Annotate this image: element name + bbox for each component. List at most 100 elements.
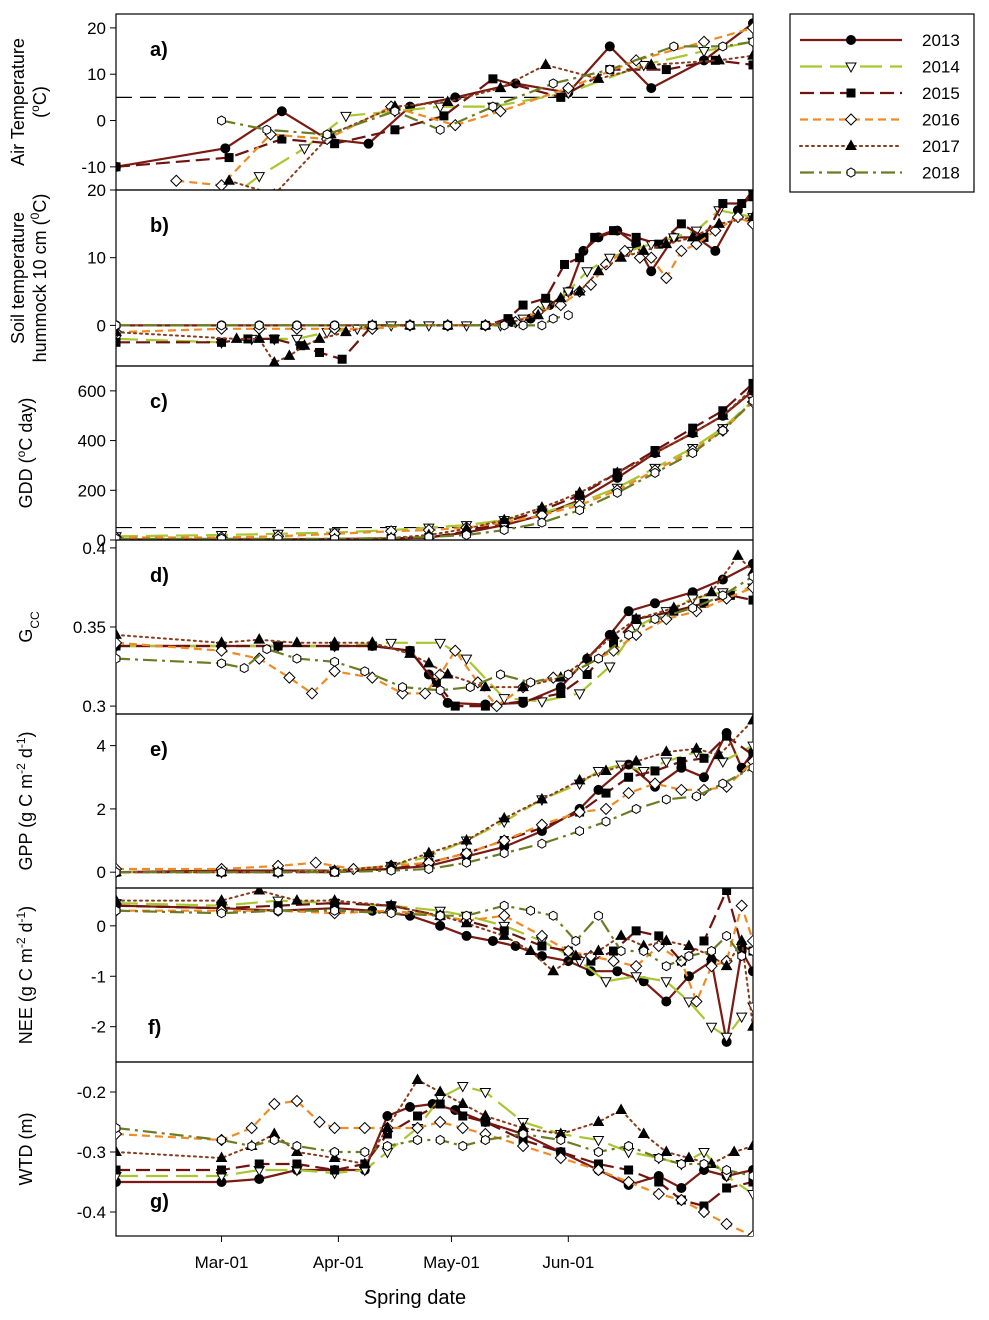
data-point-b-2015 xyxy=(518,300,528,310)
data-point-f-2017 xyxy=(569,949,582,961)
data-point-e-2018 xyxy=(116,867,121,878)
data-point-a-2018 xyxy=(669,41,679,52)
data-point-d-2018 xyxy=(239,663,249,674)
panel-d-series-group xyxy=(116,549,753,713)
data-point-b-2015 xyxy=(699,232,709,242)
legend-marker-2015 xyxy=(846,88,856,98)
panel-f-series-group xyxy=(116,888,753,1047)
data-point-g-2015 xyxy=(748,1177,753,1187)
series-line-d-2015 xyxy=(116,594,753,708)
data-point-e-2016 xyxy=(535,818,549,831)
data-point-d-2017 xyxy=(667,601,680,613)
data-point-e-2017 xyxy=(600,764,612,775)
data-point-d-2017 xyxy=(253,633,266,644)
data-point-d-2017 xyxy=(705,585,718,597)
data-point-d-2015 xyxy=(480,701,490,711)
series-line-c-2015 xyxy=(116,382,753,540)
data-point-f-2016 xyxy=(690,995,703,1008)
panel-c-y-axis-label: GDD (oC day) xyxy=(14,398,36,509)
data-point-d-2016 xyxy=(396,687,409,700)
data-point-b-2017 xyxy=(505,315,518,326)
data-point-c-2017 xyxy=(536,501,548,512)
data-point-e-2015 xyxy=(699,753,709,763)
data-point-a-2017 xyxy=(747,49,753,60)
data-point-d-2018 xyxy=(496,669,505,680)
data-point-g-2017 xyxy=(479,1109,492,1120)
data-point-a-2017 xyxy=(592,72,605,83)
data-point-e-2017 xyxy=(690,742,703,753)
data-point-f-2017 xyxy=(683,939,695,950)
data-point-c-2018 xyxy=(499,525,509,536)
data-point-f-2013 xyxy=(435,920,446,931)
data-point-b-2018 xyxy=(481,320,490,331)
data-point-e-2018 xyxy=(575,826,584,837)
data-point-c-2018 xyxy=(688,447,698,459)
data-point-a-2013 xyxy=(363,138,374,149)
data-point-d-2017 xyxy=(607,628,620,639)
panel-d-ytick-label: 0.4 xyxy=(82,539,106,558)
series-line-f-2013 xyxy=(116,904,753,1043)
series-line-f-2016 xyxy=(116,901,753,1005)
data-point-b-2018 xyxy=(548,313,558,324)
panel-e: 0 2 4 e) GPP (g C m-2 d-1) xyxy=(14,713,754,889)
panel-f: -2 -1 0 f) NEE (g C m-2 d-1) xyxy=(14,887,754,1063)
panel-b-label: b) xyxy=(150,215,169,237)
data-point-f-2013 xyxy=(536,951,547,962)
data-point-b-2017 xyxy=(660,237,673,249)
data-point-g-2016 xyxy=(675,1193,688,1207)
data-point-e-2018 xyxy=(330,867,339,878)
data-point-g-2017 xyxy=(456,1097,469,1108)
data-point-b-2014 xyxy=(603,253,616,265)
data-point-g-2017 xyxy=(615,1103,627,1114)
panel-a-ytick-label: 20 xyxy=(87,19,106,38)
series-line-c-2014 xyxy=(116,399,753,538)
series-line-e-2014 xyxy=(116,744,753,874)
data-point-g-2018 xyxy=(383,1140,392,1152)
data-point-a-2018 xyxy=(605,64,615,75)
data-point-b-2017 xyxy=(253,332,266,343)
data-point-b-2017 xyxy=(313,332,326,343)
data-point-d-2014 xyxy=(603,662,616,674)
series-line-a-2016 xyxy=(176,26,753,187)
data-point-b-2014 xyxy=(667,233,680,244)
legend-entry-2013: 2013 xyxy=(800,31,960,50)
legend-box xyxy=(789,13,975,193)
data-point-a-2018 xyxy=(488,101,498,112)
data-point-a-2014 xyxy=(253,172,266,183)
data-point-a-2017 xyxy=(645,58,658,69)
data-point-d-2018 xyxy=(435,685,445,696)
data-point-e-2016 xyxy=(648,777,662,790)
data-point-g-2018 xyxy=(330,1146,339,1158)
data-point-b-2015 xyxy=(575,253,585,263)
panel-g-label: g) xyxy=(150,1191,169,1213)
data-point-b-2015 xyxy=(609,226,619,236)
data-point-d-2013 xyxy=(623,606,634,617)
data-point-d-2013 xyxy=(748,558,753,569)
data-point-c-2018 xyxy=(386,532,396,540)
data-point-g-2014 xyxy=(698,1148,710,1159)
data-point-g-2016 xyxy=(554,1151,567,1165)
data-point-g-2016 xyxy=(411,1121,424,1135)
data-point-g-2014 xyxy=(747,1190,753,1201)
data-point-d-2016 xyxy=(328,665,341,678)
data-point-b-2015 xyxy=(748,192,753,202)
data-point-e-2016 xyxy=(573,805,586,819)
data-point-d-2018 xyxy=(748,571,753,582)
data-point-g-2018 xyxy=(413,1134,422,1146)
data-point-f-2018 xyxy=(748,945,753,957)
data-point-g-2016 xyxy=(290,1094,304,1108)
data-point-e-2017 xyxy=(747,714,753,725)
data-point-d-2018 xyxy=(624,629,633,640)
data-point-f-2014 xyxy=(735,1012,748,1024)
x-tick-label: Apr-01 xyxy=(313,1253,364,1272)
data-point-b-2017 xyxy=(713,217,725,228)
series-line-g-2016 xyxy=(116,1099,753,1236)
data-point-g-2015 xyxy=(292,1159,302,1169)
data-point-f-2015 xyxy=(699,936,709,946)
data-point-f-2017 xyxy=(547,964,560,976)
data-point-d-2018 xyxy=(650,614,660,625)
data-point-b-2014 xyxy=(562,287,575,299)
series-line-g-2017 xyxy=(116,1078,753,1166)
data-point-f-2016 xyxy=(535,929,549,943)
series-line-e-2017 xyxy=(116,719,753,874)
